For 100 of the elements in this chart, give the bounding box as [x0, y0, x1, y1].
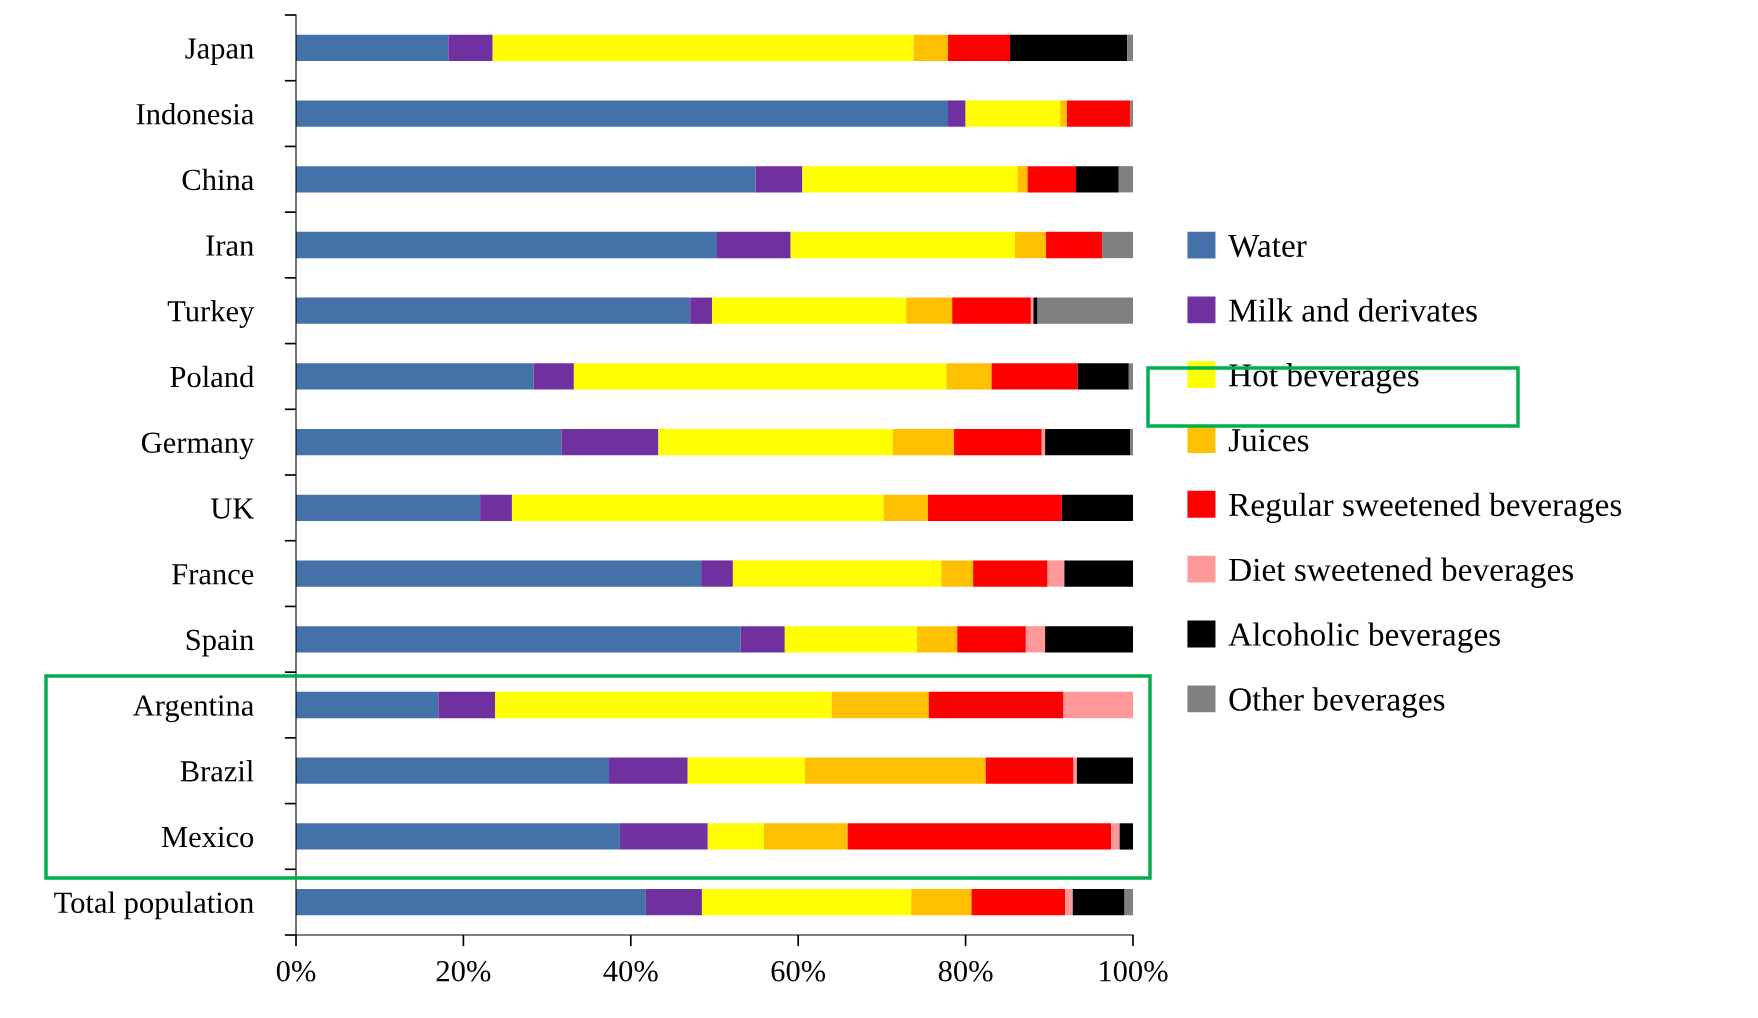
bar: [1064, 560, 1133, 587]
bar: [687, 757, 805, 784]
bar: [946, 363, 992, 390]
bar: [1027, 166, 1077, 193]
bar: [1102, 231, 1133, 259]
bar: [511, 494, 884, 521]
x-tick-label: 20%: [436, 960, 491, 982]
bar: [1060, 100, 1067, 127]
bar: [492, 34, 914, 61]
bar: [784, 626, 918, 653]
bar: [847, 823, 1112, 850]
bar: [917, 626, 958, 653]
bar: [952, 297, 1031, 324]
bar: [1128, 363, 1133, 390]
bar: [296, 626, 741, 653]
bar: [561, 429, 659, 456]
bar: [941, 560, 974, 587]
y-tick-label: Japan: [185, 38, 254, 65]
bar: [911, 889, 972, 916]
bar: [701, 889, 912, 916]
legend-label: Juices: [1228, 429, 1309, 452]
y-tick-label: Germany: [141, 432, 255, 460]
bar: [1045, 231, 1103, 259]
bar: [1017, 166, 1028, 193]
bar: [717, 231, 791, 259]
legend-label: Diet sweetened beverages: [1229, 557, 1574, 588]
bar: [619, 823, 708, 850]
bar: [1119, 823, 1133, 850]
bar: [296, 889, 646, 916]
x-tick-label: 80%: [938, 960, 993, 982]
bar: [690, 297, 712, 324]
bar: [658, 429, 893, 456]
bar: [1127, 34, 1133, 61]
bar: [1025, 626, 1046, 653]
bar: [573, 363, 947, 390]
bar: [1111, 823, 1120, 850]
bar: [948, 34, 1010, 61]
bar: [740, 626, 785, 653]
legend-label: Alcoholic beverages: [1228, 622, 1500, 653]
legend-label: Milk and derivates: [1229, 298, 1477, 322]
bar: [948, 100, 966, 127]
bar: [1124, 889, 1133, 916]
bar: [495, 691, 832, 719]
bar: [1072, 889, 1125, 916]
bar: [1045, 429, 1131, 456]
bar: [645, 889, 702, 916]
bar: [790, 231, 1015, 259]
bar: [296, 297, 691, 324]
y-tick-label: Spain: [186, 629, 254, 657]
bar: [296, 494, 481, 521]
bar: [296, 757, 610, 784]
y-tick-label: Total population: [54, 891, 254, 920]
y-tick-label: Poland: [170, 365, 254, 388]
bar: [701, 560, 733, 587]
bar: [1066, 100, 1131, 127]
bar: [971, 889, 1066, 916]
bar: [1063, 691, 1133, 719]
bar: [883, 494, 928, 521]
bar: [928, 691, 1064, 719]
bar: [448, 34, 493, 61]
bar: [906, 297, 953, 324]
bar: [480, 494, 512, 521]
bar: [1061, 494, 1133, 521]
bar: [985, 757, 1074, 784]
bar: [296, 34, 449, 61]
bar: [707, 823, 764, 850]
legend-label: Hot beverages: [1229, 363, 1419, 394]
bar: [1076, 166, 1119, 193]
bar: [755, 166, 803, 193]
bar: [1130, 429, 1133, 456]
bar: [1033, 297, 1038, 324]
y-tick-label: Turkey: [167, 300, 255, 328]
bar: [1045, 626, 1133, 653]
bar: [296, 691, 439, 719]
bar: [1118, 166, 1133, 193]
bar: [296, 560, 702, 587]
bar: [913, 34, 949, 61]
y-tick-label: France: [172, 564, 254, 585]
bar: [1065, 889, 1073, 916]
x-tick-label: 60%: [771, 960, 826, 982]
bar: [1076, 757, 1133, 784]
legend-label: Regular sweetened beverages: [1229, 492, 1622, 524]
bar: [991, 363, 1078, 390]
bar: [609, 757, 688, 784]
legend-label: Water: [1228, 234, 1307, 258]
x-tick-label: 100%: [1100, 960, 1168, 982]
bar: [802, 166, 1018, 193]
bar: [296, 363, 534, 390]
bar: [533, 363, 574, 390]
y-tick-label: Iran: [206, 235, 254, 256]
bar: [296, 166, 756, 193]
bar: [973, 560, 1048, 587]
bar: [1014, 231, 1046, 259]
bar: [732, 560, 942, 587]
bar: [1077, 363, 1129, 390]
bar: [953, 429, 1042, 456]
bar: [1047, 560, 1065, 587]
y-tick-label: UK: [210, 498, 255, 519]
bar: [438, 691, 496, 719]
y-tick-label: Brazil: [180, 760, 254, 782]
